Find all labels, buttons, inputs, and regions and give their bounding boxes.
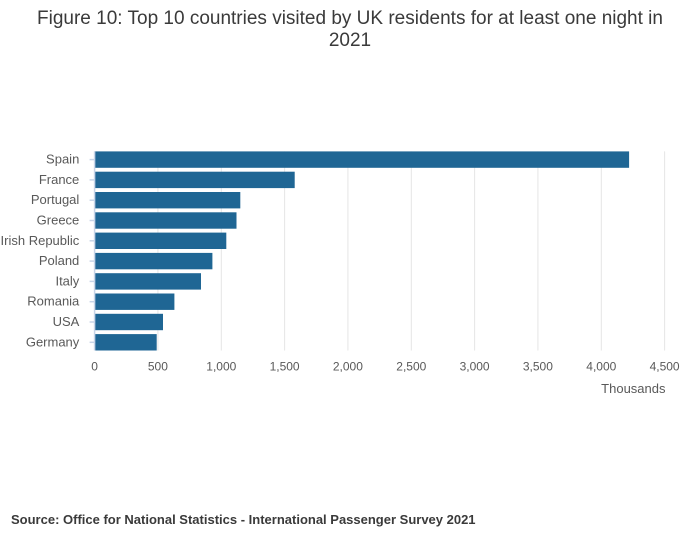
svg-text:0: 0 [91,360,98,374]
svg-text:Thousands: Thousands [601,381,666,396]
svg-text:Irish Republic: Irish Republic [1,233,80,248]
svg-text:Portugal: Portugal [31,192,80,207]
svg-text:4,000: 4,000 [586,360,616,374]
svg-text:1,500: 1,500 [270,360,300,374]
svg-text:Romania: Romania [27,294,80,309]
svg-text:Germany: Germany [26,334,80,349]
svg-text:1,000: 1,000 [206,360,236,374]
svg-text:2,500: 2,500 [396,360,426,374]
svg-text:USA: USA [53,314,80,329]
svg-text:Spain: Spain [46,152,79,167]
svg-text:Greece: Greece [37,213,80,228]
svg-text:2,000: 2,000 [333,360,363,374]
svg-text:3,500: 3,500 [523,360,553,374]
svg-text:Poland: Poland [39,253,79,268]
svg-text:France: France [39,172,79,187]
svg-text:500: 500 [148,360,168,374]
svg-text:Italy: Italy [55,273,79,288]
svg-text:4,500: 4,500 [650,360,680,374]
svg-text:3,000: 3,000 [460,360,490,374]
